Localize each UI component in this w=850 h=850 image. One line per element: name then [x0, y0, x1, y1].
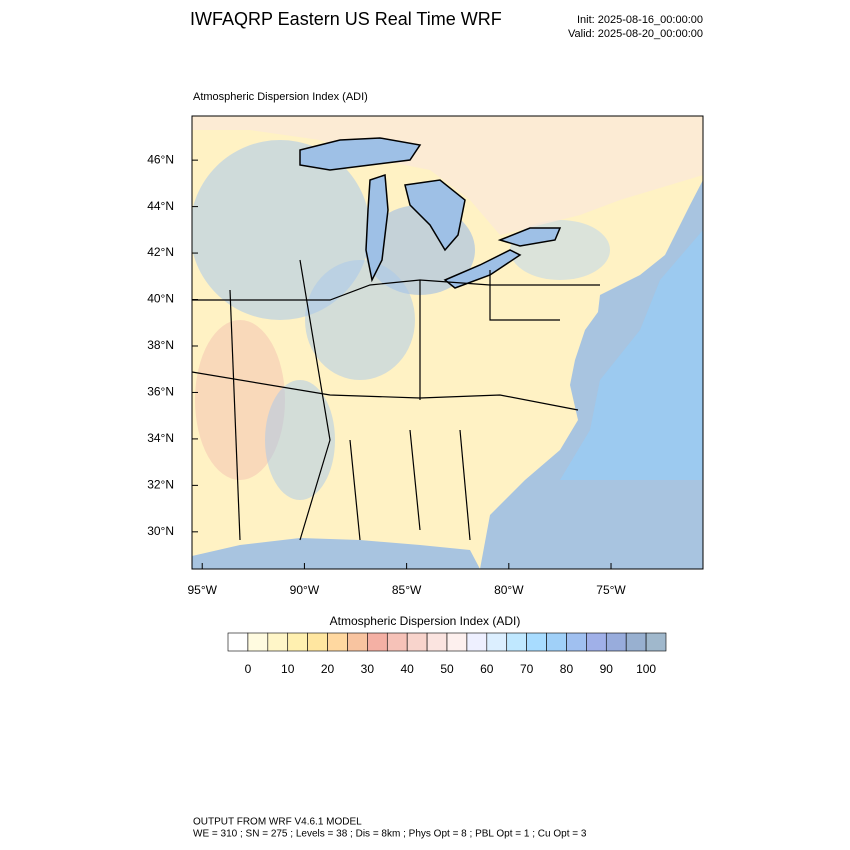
colorbar-swatch: [367, 632, 388, 652]
colorbar-swatch: [327, 632, 348, 652]
lon-tick-label: 95°W: [187, 583, 217, 597]
state-borders: [192, 259, 600, 541]
canada: [192, 116, 703, 235]
colorbar-tick-label: 100: [636, 662, 656, 676]
field-blotch: [305, 260, 415, 380]
lat-tick-label: 38°N: [147, 338, 174, 352]
colorbar-swatch: [247, 632, 269, 652]
colorbar-swatch: [287, 632, 308, 652]
colorbar-swatch: [645, 632, 667, 652]
colorbar-swatch: [506, 632, 527, 652]
colorbar-swatch: [566, 632, 587, 652]
colorbar-tick-label: 40: [401, 662, 415, 676]
valid-time: Valid: 2025-08-20_00:00:00: [568, 28, 703, 40]
colorbar-tick-label: 0: [245, 662, 252, 676]
map-subtitle: Atmospheric Dispersion Index (ADI): [193, 91, 368, 103]
lat-tick-label: 46°N: [147, 152, 174, 166]
colorbar-tick-label: 60: [480, 662, 494, 676]
colorbar-swatch: [486, 632, 508, 652]
colorbar-tick-label: 80: [560, 662, 574, 676]
colorbar-swatch: [267, 632, 289, 652]
colorbar-swatch: [347, 632, 368, 652]
lon-tick-label: 85°W: [392, 583, 422, 597]
init-time: Init: 2025-08-16_00:00:00: [577, 14, 703, 26]
colorbar-tick-label: 50: [440, 662, 454, 676]
colorbar-swatch: [466, 632, 488, 652]
footer-line: OUTPUT FROM WRF V4.6.1 MODEL: [193, 817, 362, 828]
colorbar-tick-label: 30: [361, 662, 375, 676]
field-blotch: [265, 380, 335, 500]
colorbar-swatch: [526, 632, 547, 652]
colorbar-tick-label: 70: [520, 662, 534, 676]
lat-tick-label: 36°N: [147, 385, 174, 399]
colorbar-swatch: [386, 632, 408, 652]
lat-tick-label: 30°N: [147, 524, 174, 538]
lon-tick-label: 80°W: [494, 583, 524, 597]
colorbar-swatch: [446, 632, 468, 652]
colorbar-swatch: [625, 632, 647, 652]
great-lakes: [299, 137, 562, 289]
title: IWFAQRP Eastern US Real Time WRF: [190, 9, 502, 29]
colorbar-swatch: [605, 632, 627, 652]
colorbar-swatch: [307, 632, 328, 652]
colorbar-swatch: [406, 632, 428, 652]
colorbar-title: Atmospheric Dispersion Index (ADI): [330, 614, 521, 628]
gulf: [192, 538, 480, 569]
lat-tick-label: 40°N: [147, 292, 174, 306]
colorbar-swatch: [227, 632, 249, 652]
lat-tick-label: 42°N: [147, 245, 174, 259]
lat-tick-label: 32°N: [147, 478, 174, 492]
colorbar-tick-label: 20: [321, 662, 335, 676]
footer-line: WE = 310 ; SN = 275 ; Levels = 38 ; Dis …: [193, 829, 587, 840]
field-blotch: [195, 320, 285, 480]
ocean-field: [560, 230, 703, 480]
lat-tick-label: 44°N: [147, 199, 174, 213]
lon-tick-label: 90°W: [290, 583, 320, 597]
lon-tick-label: 75°W: [596, 583, 626, 597]
colorbar-tick-label: 10: [281, 662, 295, 676]
map-field: [192, 116, 703, 569]
lat-tick-label: 34°N: [147, 431, 174, 445]
map-frame: [191, 115, 704, 570]
colorbar-swatch: [426, 632, 448, 652]
colorbar-swatch: [586, 632, 607, 652]
colorbar-swatch: [546, 632, 567, 652]
colorbar-tick-label: 90: [600, 662, 614, 676]
